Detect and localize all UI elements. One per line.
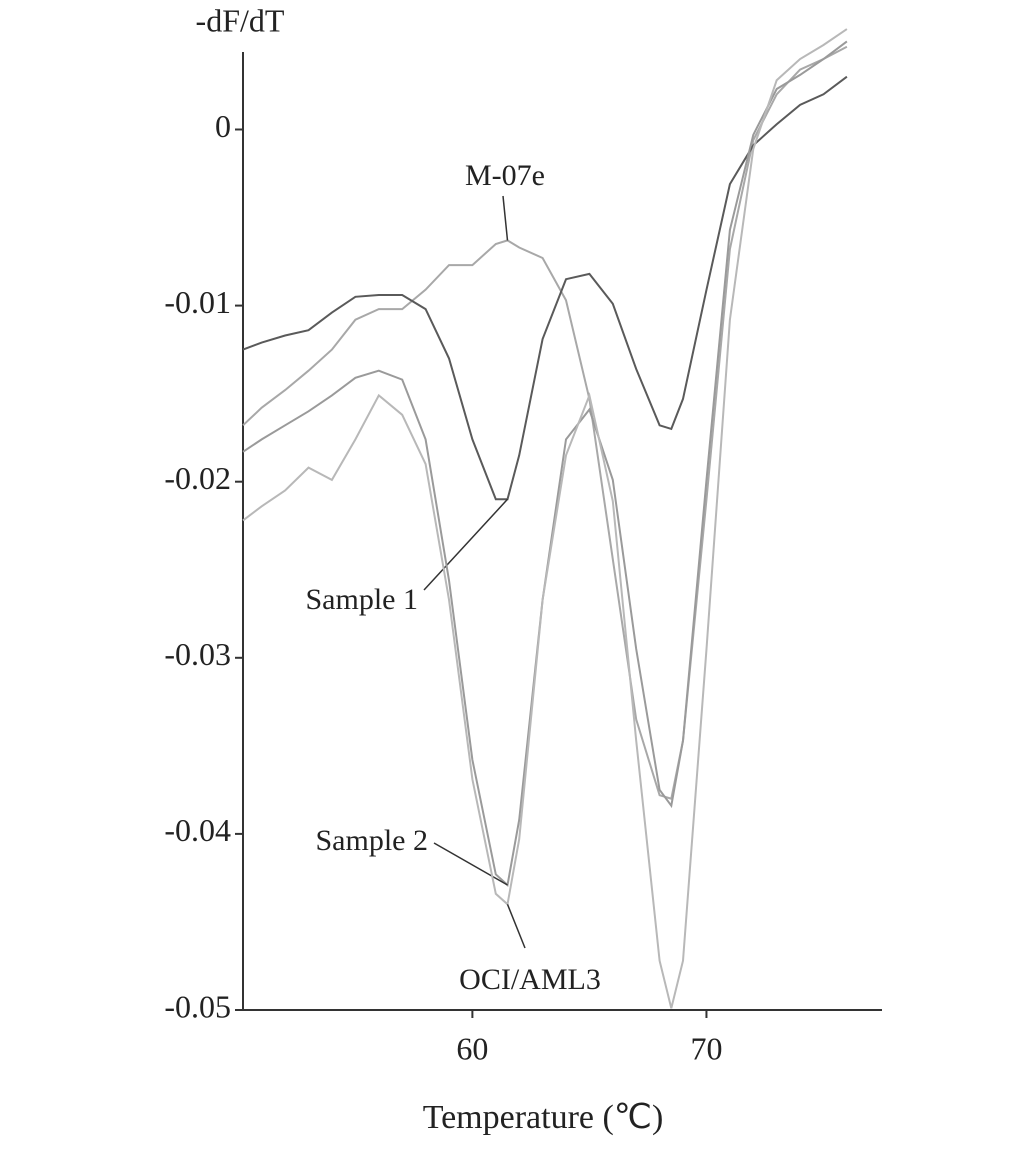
series-label: Sample 1 (306, 583, 419, 616)
label-leader (423, 498, 509, 591)
y-axis-label: -dF/dT (196, 2, 285, 38)
series-label: OCI/AML3 (459, 963, 601, 996)
data-line (242, 75, 848, 501)
label-leader (502, 195, 509, 241)
x-tick-label: 60 (456, 1030, 488, 1066)
x-tick-label: 70 (690, 1030, 722, 1066)
y-tick-label: -0.04 (164, 812, 231, 848)
series-label: Sample 2 (316, 824, 429, 857)
y-tick-label: -0.02 (164, 460, 231, 496)
y-tick-label: 0 (215, 108, 231, 144)
x-axis-label: Temperature (℃) (423, 1099, 664, 1136)
label-leader (506, 904, 526, 949)
label-leader (433, 842, 508, 886)
series-label: M-07e (465, 159, 545, 192)
data-line (242, 45, 848, 800)
y-tick-label: -0.05 (164, 988, 231, 1024)
y-tick-label: -0.03 (164, 636, 231, 672)
data-line (242, 28, 848, 1009)
y-tick-label: -0.01 (164, 284, 231, 320)
